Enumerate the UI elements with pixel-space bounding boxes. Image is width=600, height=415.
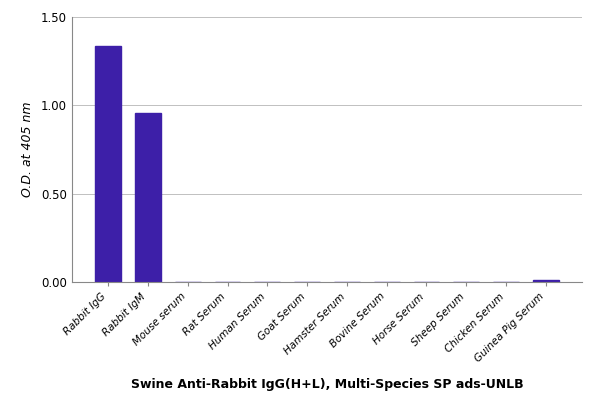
Bar <box>95 46 121 282</box>
X-axis label: Swine Anti-Rabbit IgG(H+L), Multi-Species SP ads-UNLB: Swine Anti-Rabbit IgG(H+L), Multi-Specie… <box>131 378 523 391</box>
Bar <box>533 281 559 282</box>
Y-axis label: O.D. at 405 nm: O.D. at 405 nm <box>21 102 34 197</box>
Bar <box>135 113 161 282</box>
